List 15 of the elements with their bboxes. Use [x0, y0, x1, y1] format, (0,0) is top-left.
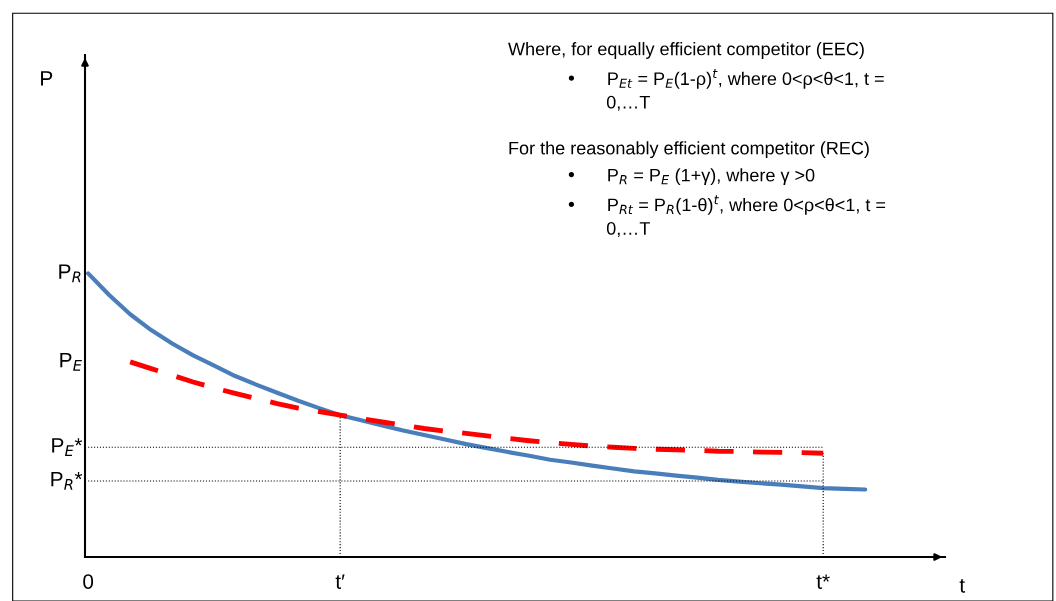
text: P [60, 352, 72, 368]
ref-line-label: P$_{R}$* [51, 472, 83, 490]
x-tick-label: t* [816, 574, 830, 589]
text: t [959, 579, 965, 593]
text: For the reasonably efficient competitor (REC) [509, 141, 869, 159]
text: • P$_{Et}$ = P$_{E}$(1-ρ)$^{t}$, where 0<ρ<θ<1, t = 0,…T [568, 69, 884, 111]
text: P [41, 71, 53, 86]
text: t [714, 195, 719, 205]
x-tick-label: 0 [83, 574, 94, 589]
annotation: P$_{R}$ [59, 264, 81, 283]
x-tick-label: t′ [335, 574, 345, 589]
text: • P$_{R}$ = P$_{E}$ (1+γ), where γ >0 [568, 168, 815, 186]
text: E [73, 360, 82, 371]
text: Where, for equally efficient competitor (EEC) [508, 42, 864, 59]
ref-line-label: P$_{E}$* [52, 438, 83, 456]
